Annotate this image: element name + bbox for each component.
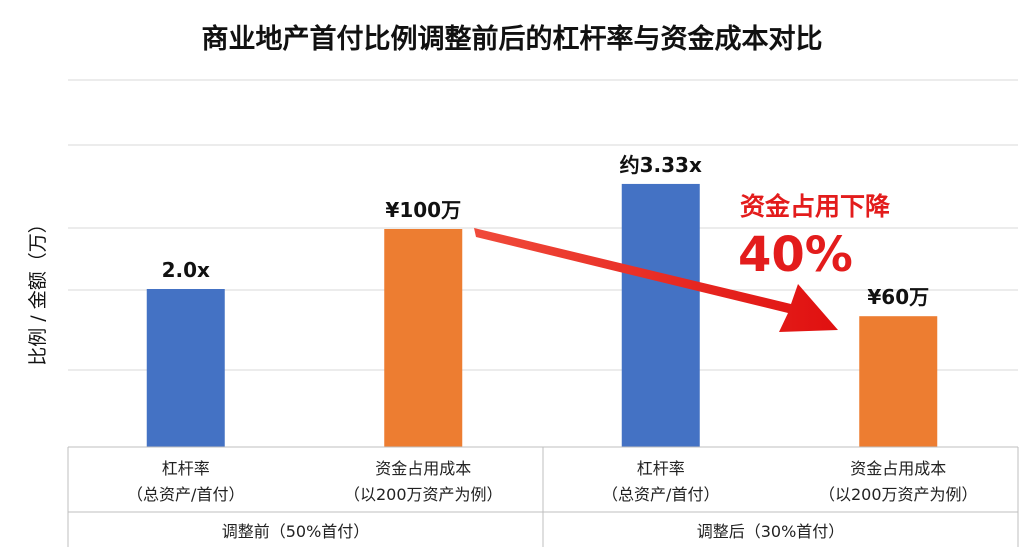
category-sublabel: （以200万资产为例） <box>819 485 978 504</box>
category-label: 杠杆率 <box>637 459 685 478</box>
bar <box>146 289 225 447</box>
annotation-line2: 40% <box>738 227 853 283</box>
data-label: 约3.33x <box>620 153 702 177</box>
group-label: 调整后（30%首付） <box>697 522 845 541</box>
decrease-arrow-shape <box>474 228 838 332</box>
annotation-line1: 资金占用下降 <box>740 192 891 221</box>
category-sublabel: （总资产/首付） <box>602 485 719 504</box>
bar <box>859 316 938 447</box>
bars <box>146 183 938 447</box>
data-label: ¥100万 <box>385 198 461 222</box>
category-label: 资金占用成本 <box>850 459 946 478</box>
category-sublabel: （总资产/首付） <box>127 485 244 504</box>
category-sublabel: （以200万资产为例） <box>344 485 503 504</box>
bar <box>621 183 700 447</box>
gridlines <box>68 79 1018 371</box>
category-label: 杠杆率 <box>162 459 210 478</box>
decrease-arrow <box>474 228 838 332</box>
data-labels: 2.0x ¥100万 约3.33x ¥60万 <box>162 153 930 309</box>
category-label: 资金占用成本 <box>375 459 471 478</box>
bar <box>384 229 463 447</box>
data-label: 2.0x <box>162 258 210 282</box>
chart-title: 商业地产首付比例调整前后的杠杆率与资金成本对比 <box>202 23 823 55</box>
y-axis-label: 比例 / 金额（万） <box>27 214 49 365</box>
data-label: ¥60万 <box>867 285 929 309</box>
category-axis: 杠杆率 （总资产/首付） 资金占用成本 （以200万资产为例） 杠杆率 （总资产/首付） 资… <box>67 446 1019 547</box>
group-label: 调整前（50%首付） <box>222 522 370 541</box>
